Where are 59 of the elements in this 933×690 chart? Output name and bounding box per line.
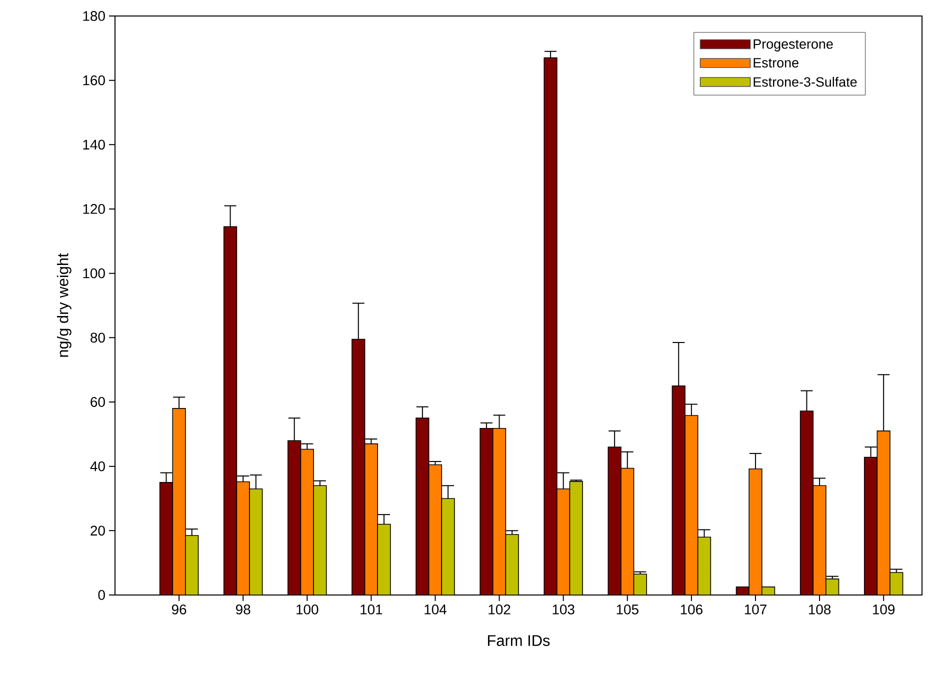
- y-tick-label: 180: [83, 11, 105, 21]
- bar: [505, 534, 519, 595]
- bar: [352, 338, 366, 595]
- bar: [300, 448, 314, 595]
- bar: [569, 481, 583, 595]
- bar: [800, 410, 814, 595]
- x-tick-label: 100: [296, 604, 318, 614]
- y-tick-label: 40: [90, 461, 105, 472]
- x-tick-label: 106: [680, 604, 702, 614]
- bar: [492, 428, 506, 595]
- x-tick-label: 102: [488, 604, 510, 614]
- bar: [223, 226, 238, 595]
- bar: [172, 408, 186, 595]
- y-tick-label: 100: [83, 268, 105, 278]
- x-axis-title: Farm IDs: [488, 635, 550, 646]
- bar: [288, 440, 302, 595]
- x-tick-label: 105: [616, 604, 638, 614]
- legend-label: Progesterone: [754, 39, 833, 52]
- bar: [544, 57, 558, 595]
- bar: [249, 488, 263, 595]
- bar: [812, 485, 826, 595]
- bar: [159, 482, 174, 595]
- bar: [876, 430, 890, 595]
- y-tick-label: 160: [83, 75, 105, 86]
- bar: [428, 464, 442, 595]
- bar: [364, 443, 378, 595]
- bar: [185, 535, 199, 595]
- x-tick-label: 109: [873, 604, 895, 614]
- bar: [620, 468, 634, 595]
- x-tick-label: 101: [360, 604, 382, 614]
- bar: [236, 481, 250, 595]
- bar: [556, 488, 570, 595]
- bar: [748, 468, 762, 595]
- bar: [697, 536, 712, 595]
- y-tick-label: 80: [90, 332, 105, 343]
- y-tick-label: 20: [90, 526, 105, 536]
- y-tick-label: 60: [90, 397, 105, 407]
- y-tick-label: 140: [83, 140, 105, 150]
- bar: [608, 447, 621, 595]
- x-tick-label: 98: [236, 604, 250, 614]
- x-tick-label: 103: [552, 604, 574, 614]
- bar: [634, 574, 647, 595]
- bar: [480, 428, 494, 595]
- bar: [684, 415, 698, 595]
- y-tick-label: 0: [98, 590, 105, 600]
- x-tick-label: 107: [744, 604, 766, 614]
- legend-label: Estrone-3-Sulfate: [754, 76, 857, 87]
- bar: [377, 524, 391, 595]
- legend-label: Estrone: [754, 58, 798, 68]
- x-tick-label: 108: [808, 604, 831, 614]
- bar: [441, 498, 455, 595]
- bar: [672, 386, 686, 595]
- x-tick-label: 104: [424, 604, 446, 614]
- y-tick-label: 120: [83, 204, 105, 214]
- bar: [416, 418, 430, 595]
- x-tick-label: 96: [172, 604, 186, 614]
- bar: [313, 485, 327, 595]
- y-axis-title: ng/g dry weight: [56, 253, 72, 357]
- bar: [864, 456, 878, 595]
